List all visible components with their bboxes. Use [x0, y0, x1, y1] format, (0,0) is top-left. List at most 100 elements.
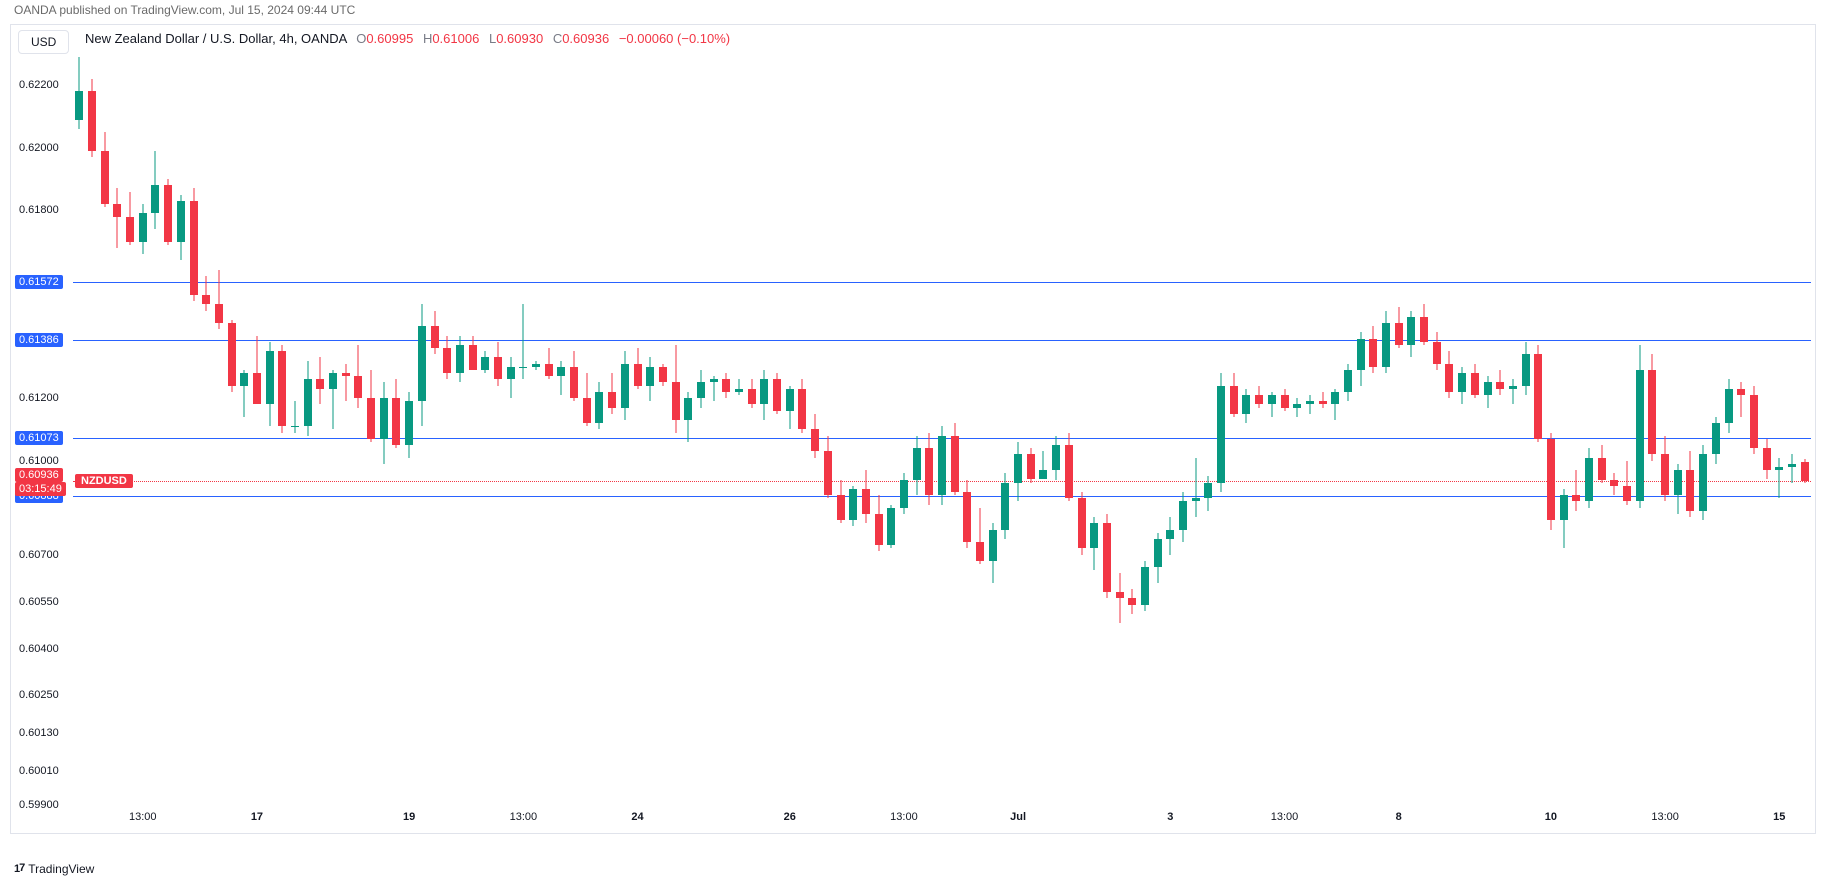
currency-button[interactable]: USD — [18, 30, 69, 54]
candle[interactable] — [608, 373, 616, 414]
candle[interactable] — [1344, 364, 1352, 402]
candle[interactable] — [139, 204, 147, 254]
candle[interactable] — [595, 382, 603, 429]
candle[interactable] — [697, 370, 705, 408]
candle[interactable] — [1522, 342, 1530, 395]
candle[interactable] — [634, 348, 642, 389]
candle[interactable] — [266, 342, 274, 427]
candle[interactable] — [1078, 492, 1086, 555]
candle[interactable] — [684, 392, 692, 442]
candle[interactable] — [1433, 332, 1441, 370]
candle[interactable] — [431, 311, 439, 355]
candle[interactable] — [1242, 389, 1250, 423]
candle[interactable] — [88, 79, 96, 157]
candle[interactable] — [329, 370, 337, 429]
candle[interactable] — [367, 370, 375, 442]
horizontal-level-line[interactable] — [73, 282, 1811, 283]
candle[interactable] — [1598, 445, 1606, 483]
candle[interactable] — [557, 361, 565, 395]
candle[interactable] — [773, 373, 781, 414]
candle[interactable] — [228, 320, 236, 392]
candle[interactable] — [215, 270, 223, 329]
candle[interactable] — [1420, 304, 1428, 345]
candle[interactable] — [190, 188, 198, 301]
candle[interactable] — [1192, 458, 1200, 517]
candle[interactable] — [1610, 473, 1618, 495]
candle[interactable] — [913, 436, 921, 495]
candle[interactable] — [1039, 451, 1047, 479]
candle[interactable] — [1458, 367, 1466, 405]
candle[interactable] — [291, 401, 299, 432]
candle[interactable] — [976, 508, 984, 564]
candle[interactable] — [240, 370, 248, 417]
candle[interactable] — [875, 495, 883, 551]
plot-area[interactable] — [73, 57, 1811, 805]
candle[interactable] — [1674, 464, 1682, 514]
candle[interactable] — [1306, 395, 1314, 414]
candle[interactable] — [1585, 448, 1593, 507]
candle[interactable] — [1065, 433, 1073, 502]
candle[interactable] — [342, 364, 350, 402]
candle[interactable] — [659, 364, 667, 386]
candle[interactable] — [748, 379, 756, 407]
candle[interactable] — [1725, 379, 1733, 432]
candle[interactable] — [1395, 307, 1403, 348]
candle[interactable] — [989, 523, 997, 582]
candle[interactable] — [1509, 379, 1517, 404]
candle[interactable] — [101, 132, 109, 207]
candle[interactable] — [278, 345, 286, 433]
candle[interactable] — [1281, 389, 1289, 411]
candle[interactable] — [1217, 373, 1225, 492]
candle[interactable] — [405, 392, 413, 458]
candle[interactable] — [1763, 439, 1771, 480]
candle[interactable] — [1255, 386, 1263, 408]
candle[interactable] — [1648, 354, 1656, 460]
candle[interactable] — [1560, 489, 1568, 548]
candle[interactable] — [481, 351, 489, 373]
candle[interactable] — [646, 357, 654, 401]
candle[interactable] — [1230, 373, 1238, 417]
candle[interactable] — [837, 480, 845, 524]
candle[interactable] — [1204, 476, 1212, 510]
candle[interactable] — [760, 370, 768, 420]
candle[interactable] — [1699, 445, 1707, 520]
candle[interactable] — [1636, 345, 1644, 508]
candle[interactable] — [456, 336, 464, 383]
candle[interactable] — [545, 348, 553, 379]
candle[interactable] — [811, 414, 819, 458]
candle[interactable] — [1128, 589, 1136, 614]
candle[interactable] — [253, 336, 261, 405]
candle[interactable] — [1268, 392, 1276, 417]
candle[interactable] — [75, 57, 83, 129]
candle[interactable] — [1357, 332, 1365, 385]
candle[interactable] — [1103, 514, 1111, 599]
candle[interactable] — [938, 426, 946, 504]
candle[interactable] — [1154, 533, 1162, 583]
candle[interactable] — [583, 373, 591, 426]
candle[interactable] — [151, 151, 159, 229]
candle[interactable] — [1775, 458, 1783, 499]
candle[interactable] — [1027, 448, 1035, 482]
candle[interactable] — [672, 345, 680, 433]
candle[interactable] — [710, 376, 718, 401]
candle[interactable] — [570, 351, 578, 401]
candle[interactable] — [1750, 386, 1758, 455]
candle[interactable] — [1484, 376, 1492, 407]
candle[interactable] — [1052, 436, 1060, 480]
candle[interactable] — [164, 179, 172, 245]
candle[interactable] — [1445, 351, 1453, 398]
candle[interactable] — [900, 473, 908, 514]
candle[interactable] — [1001, 473, 1009, 539]
candle[interactable] — [963, 480, 971, 549]
candle[interactable] — [519, 304, 527, 379]
candle[interactable] — [469, 336, 477, 370]
candle[interactable] — [722, 373, 730, 398]
candle[interactable] — [951, 423, 959, 495]
candle[interactable] — [316, 357, 324, 404]
candle[interactable] — [1319, 392, 1327, 408]
candle[interactable] — [1166, 517, 1174, 555]
candle[interactable] — [1623, 461, 1631, 505]
candle[interactable] — [494, 342, 502, 386]
candle[interactable] — [418, 304, 426, 426]
candle[interactable] — [1547, 433, 1555, 530]
